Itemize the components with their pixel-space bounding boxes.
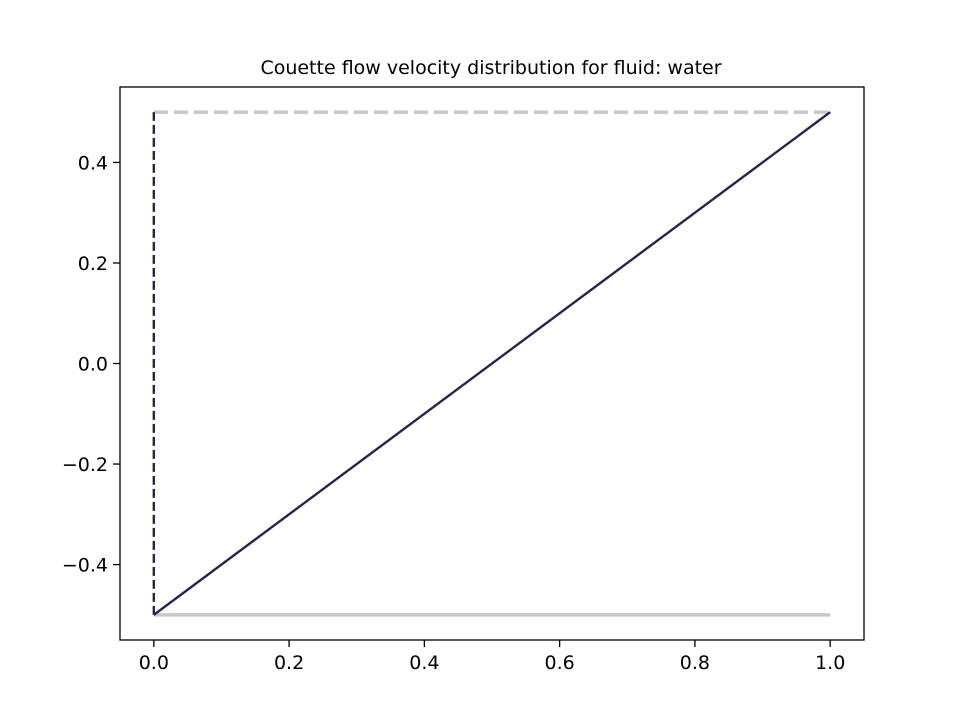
y-tick-label: −0.4	[62, 555, 108, 577]
y-tick-label: 0.4	[78, 152, 108, 174]
x-tick-label: 0.0	[139, 652, 169, 674]
x-tick-label: 1.0	[815, 652, 845, 674]
x-tick-label: 0.2	[274, 652, 304, 674]
y-tick-label: −0.2	[62, 454, 108, 476]
y-tick-label: 0.2	[78, 253, 108, 275]
plot-frame	[119, 86, 865, 641]
x-tick-label: 0.8	[680, 652, 710, 674]
series-layer	[152, 110, 831, 617]
x-tick-label: 0.4	[409, 652, 439, 674]
y-tick-label: 0.0	[78, 354, 108, 376]
ticks-layer: 0.0 0.2 0.4 0.6 0.8 1.0 −0.4 −0.2 0.0 0.2 0.4	[62, 152, 845, 674]
series-line-4	[153, 111, 831, 616]
chart-title: Couette flow velocity distribution for f…	[260, 57, 721, 79]
x-tick-label: 0.6	[545, 652, 575, 674]
